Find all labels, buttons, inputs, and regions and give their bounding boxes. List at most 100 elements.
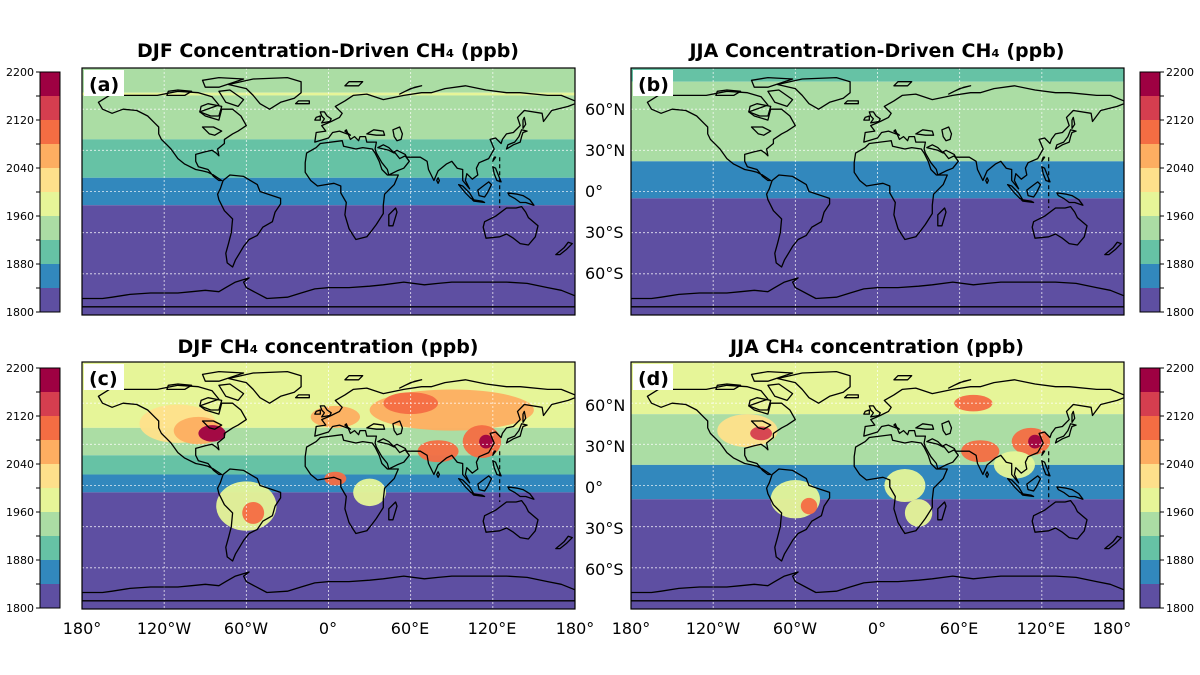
- coastline-new-guinea: [1056, 192, 1084, 206]
- coastline-ellesmere-island: [201, 76, 245, 88]
- coastline-baffin-island: [767, 383, 794, 402]
- colorbar-segment: [1140, 440, 1160, 464]
- coastline-arabia-cap: [926, 438, 944, 448]
- emission-hotspot: [904, 499, 933, 527]
- emission-hotspot: [198, 425, 226, 442]
- lat-tick-0: 0°: [585, 478, 603, 497]
- coastline-sakhalin: [522, 116, 527, 130]
- coastline-victoria-island: [715, 383, 742, 391]
- colorbar-segment: [40, 240, 60, 264]
- coastline-madagascar: [388, 501, 398, 521]
- coastline-new-guinea: [507, 486, 535, 500]
- concentration-band: [82, 92, 575, 96]
- colorbar-tick-label: 1880: [1166, 258, 1194, 271]
- colorbar-segment: [1140, 240, 1160, 264]
- coastline-sri-lanka: [436, 471, 441, 478]
- coastline-svalbard: [893, 375, 913, 381]
- coastline-ireland: [314, 409, 321, 415]
- colorbar-segment: [40, 120, 60, 144]
- colorbar-tick-label: 1960: [1166, 210, 1194, 223]
- lon-tick-120e: 120°E: [1017, 619, 1066, 638]
- coastline-antarctica: [631, 277, 1124, 308]
- coastline-taiwan: [492, 450, 497, 456]
- colorbar-tick-label: 2200: [1166, 66, 1194, 79]
- coastline-taiwan: [1041, 156, 1046, 162]
- coastline-new-guinea: [1056, 486, 1084, 500]
- colorbar-segment: [40, 560, 60, 584]
- colorbar-segment: [40, 488, 60, 512]
- coastline-sakhalin: [1071, 116, 1076, 130]
- coastline-new-zealand: [555, 535, 573, 550]
- colorbar-tick-label: 2040: [1166, 458, 1194, 471]
- colorbar-tick-label: 2120: [6, 114, 34, 127]
- coastline-java: [471, 199, 486, 204]
- map-panel-a: [82, 68, 575, 315]
- colorbar-tick-label: 1960: [1166, 506, 1194, 519]
- lon-tick-60w: 60°W: [224, 619, 268, 638]
- coastline-uk: [868, 405, 881, 418]
- coastline-caspian-sea: [941, 126, 953, 142]
- emission-hotspot: [479, 434, 493, 449]
- lat-tick-30n: 30°N: [585, 437, 625, 456]
- panel-c-title: DJF CH₄ concentration (ppb): [178, 336, 479, 358]
- colorbar-b: 1800 1880 1960 2040 2120 2200: [1139, 66, 1194, 319]
- coastline-hudson-bay: [748, 397, 772, 411]
- coastline-philippines: [1041, 460, 1051, 477]
- map-frame-a: [81, 67, 576, 316]
- colorbar-tick-label: 2120: [1166, 410, 1194, 423]
- gridlines: [631, 68, 1124, 315]
- colorbar-tick-label: 1880: [1166, 554, 1194, 567]
- panel-c-label-box: [84, 364, 124, 390]
- colorbar-segment: [1140, 120, 1160, 144]
- lon-labels-left: 180° 120°W 60°W 0° 60°E 120°E 180°: [63, 619, 595, 638]
- coastline-australia: [1031, 499, 1088, 540]
- coastline-victoria-island: [715, 89, 742, 97]
- coastline-ellesmere-island: [201, 370, 245, 382]
- emission-hotspot: [800, 497, 818, 515]
- lat-tick-60s: 60°S: [585, 560, 624, 579]
- coastline-sakhalin: [1071, 410, 1076, 424]
- coastline-iceland: [294, 394, 310, 399]
- lat-tick-60n: 60°N: [585, 396, 625, 415]
- lon-tick-180: 180°: [63, 619, 102, 638]
- lat-tick-30s: 30°S: [585, 519, 624, 538]
- panel-a-label: (a): [89, 74, 119, 96]
- coastline-hudson-bay: [748, 103, 772, 117]
- coastline-hudson-bay: [199, 103, 223, 117]
- coastline-south-america: [765, 174, 831, 268]
- lon-tick-180: 180°: [556, 619, 595, 638]
- map-panel-b: [631, 68, 1124, 315]
- coastline-sakhalin: [522, 410, 527, 424]
- panel-b-label-box: [633, 70, 673, 96]
- lat-tick-30n: 30°N: [585, 141, 625, 160]
- panel-d-label: (d): [638, 368, 669, 390]
- panel-c-label: (c): [89, 368, 118, 390]
- colorbar-tick-label: 2200: [1166, 362, 1194, 375]
- coastline-java: [1020, 199, 1035, 204]
- colorbar-segment: [40, 536, 60, 560]
- coastline-philippines: [492, 166, 502, 183]
- coastline-australia: [1031, 205, 1088, 246]
- coastline-madagascar: [937, 207, 947, 227]
- coastline-great-lakes: [201, 420, 223, 430]
- coastline-south-america: [765, 468, 831, 562]
- emission-hotspot: [242, 501, 265, 524]
- emission-hotspot: [310, 405, 360, 428]
- emission-hotspot: [750, 426, 773, 441]
- coastline-australia: [482, 499, 539, 540]
- coastline-uk: [319, 405, 332, 418]
- coastlines: [631, 370, 1124, 602]
- colorbar-tick-label: 1960: [6, 506, 34, 519]
- coastline-caspian-sea: [392, 126, 404, 142]
- coastline-svalbard: [893, 81, 913, 87]
- coastline-new-zealand: [1104, 241, 1122, 256]
- emission-hotspot: [954, 394, 993, 412]
- coastline-iceland: [843, 394, 859, 399]
- coastline-new-zealand: [555, 241, 573, 256]
- coastline-ellesmere-island: [750, 76, 794, 88]
- coastline-africa: [304, 434, 399, 535]
- lat-labels-bottom: 60°N 30°N 0° 30°S 60°S: [585, 396, 625, 579]
- coastline-victoria-island: [166, 383, 193, 391]
- coastline-africa: [304, 140, 399, 241]
- colorbar-tick-label: 2120: [6, 410, 34, 423]
